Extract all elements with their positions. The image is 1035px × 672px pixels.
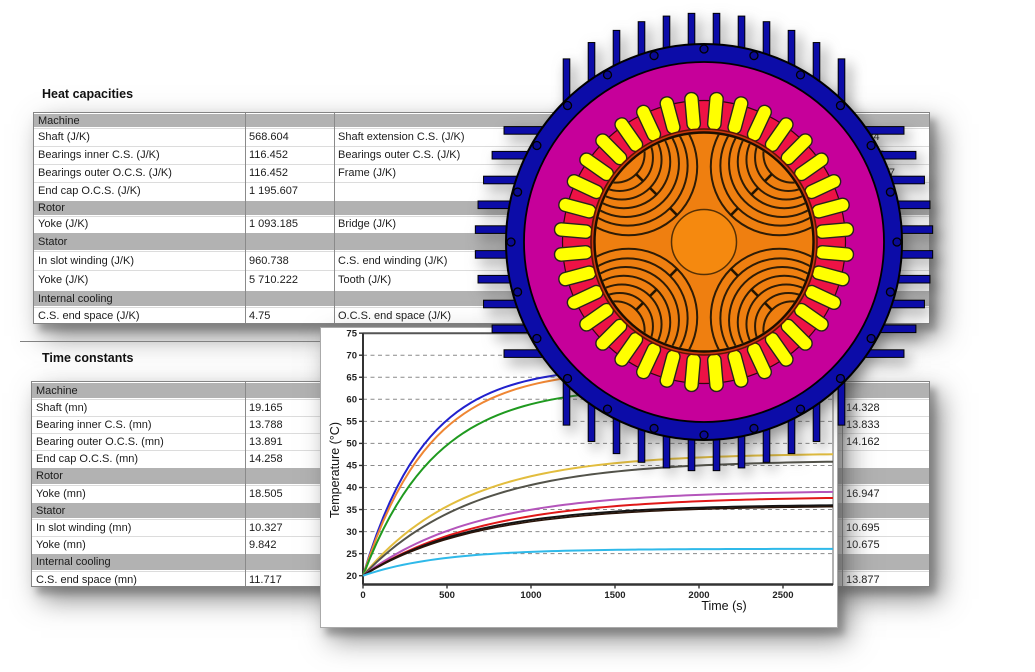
svg-text:2500: 2500 bbox=[772, 590, 793, 601]
svg-text:30: 30 bbox=[346, 527, 357, 538]
svg-text:55: 55 bbox=[346, 417, 357, 428]
svg-text:500: 500 bbox=[439, 590, 455, 601]
svg-text:50: 50 bbox=[346, 439, 357, 450]
svg-text:70: 70 bbox=[346, 350, 357, 361]
svg-text:40: 40 bbox=[346, 483, 357, 494]
svg-text:0: 0 bbox=[360, 590, 365, 601]
svg-text:45: 45 bbox=[346, 461, 357, 472]
svg-text:1000: 1000 bbox=[520, 590, 541, 601]
svg-text:1500: 1500 bbox=[604, 590, 625, 601]
svg-text:2000: 2000 bbox=[688, 590, 709, 601]
svg-text:Temperature (°C): Temperature (°C) bbox=[328, 422, 342, 518]
svg-text:60: 60 bbox=[346, 395, 357, 406]
svg-text:20: 20 bbox=[346, 571, 357, 582]
svg-text:25: 25 bbox=[346, 549, 357, 560]
svg-text:75: 75 bbox=[346, 328, 357, 339]
svg-text:Time (s): Time (s) bbox=[701, 599, 746, 613]
svg-text:65: 65 bbox=[346, 372, 357, 383]
svg-text:35: 35 bbox=[346, 505, 357, 516]
